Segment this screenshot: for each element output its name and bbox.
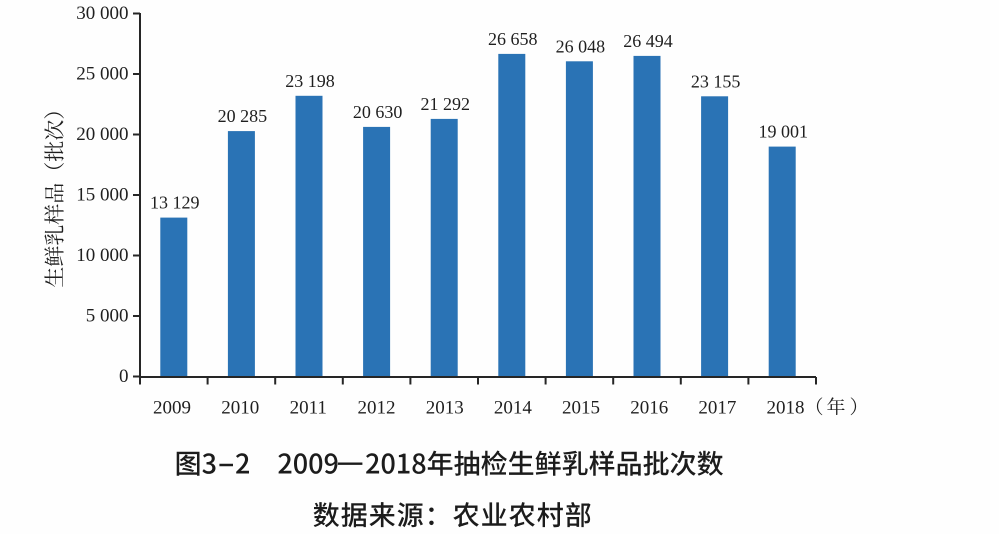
svg-text:2009: 2009: [153, 398, 191, 419]
svg-text:20 000: 20 000: [76, 124, 128, 145]
svg-text:20 630: 20 630: [353, 102, 403, 122]
svg-text:13 129: 13 129: [150, 193, 200, 213]
svg-text:19 001: 19 001: [758, 122, 808, 142]
svg-text:2015: 2015: [562, 398, 600, 419]
svg-text:25 000: 25 000: [76, 64, 128, 85]
svg-text:2013: 2013: [426, 398, 464, 419]
svg-text:23 198: 23 198: [285, 71, 335, 91]
svg-text:10 000: 10 000: [76, 245, 128, 266]
svg-text:26 658: 26 658: [488, 29, 538, 49]
svg-text:2011: 2011: [290, 398, 327, 419]
svg-text:2014: 2014: [494, 398, 533, 419]
svg-text:2017: 2017: [698, 398, 736, 419]
svg-text:23 155: 23 155: [691, 71, 741, 91]
svg-text:2016: 2016: [630, 398, 668, 419]
svg-text:26 494: 26 494: [623, 31, 673, 51]
svg-text:2012: 2012: [358, 398, 396, 419]
svg-text:2018: 2018: [767, 398, 805, 419]
svg-text:5 000: 5 000: [86, 306, 129, 327]
svg-text:2010: 2010: [221, 398, 259, 419]
svg-text:0: 0: [119, 366, 129, 387]
svg-text:26 048: 26 048: [556, 36, 606, 56]
svg-text:30 000: 30 000: [76, 3, 128, 24]
svg-text:20 285: 20 285: [218, 106, 268, 126]
svg-text:21 292: 21 292: [420, 94, 470, 114]
svg-text:15 000: 15 000: [76, 185, 128, 206]
